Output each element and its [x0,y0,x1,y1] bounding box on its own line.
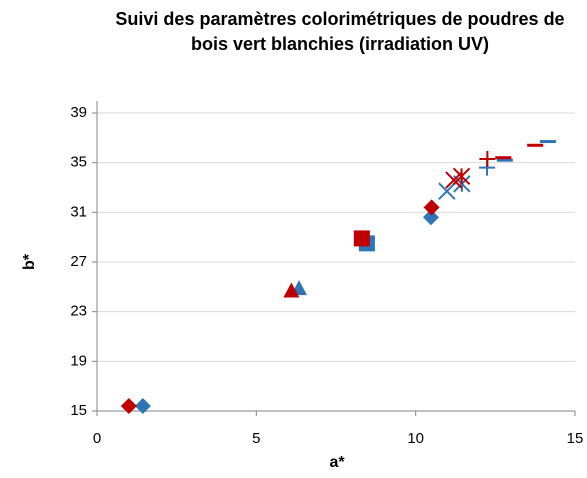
title-line: bois vert blanchies (irradiation UV) [191,34,489,54]
point [120,398,137,415]
point [539,140,556,144]
point [283,282,300,298]
title-line: Suivi des paramètres colorimétriques de … [115,9,564,29]
point [479,150,496,167]
point [353,230,370,247]
chart-title: Suivi des paramètres colorimétriques de … [115,9,564,54]
y-tick-label: 27 [70,253,87,270]
y-axis-label: b* [21,253,38,270]
point [495,156,512,160]
point [134,398,151,415]
point [422,209,439,226]
x-tick-label: 10 [407,430,424,447]
point [496,158,513,162]
y-tick-label: 15 [70,402,87,419]
y-tick-label: 23 [70,303,87,320]
point [452,167,471,186]
point [438,182,456,200]
point [527,143,544,147]
x-tick-label: 15 [567,430,584,447]
x-tick-label: 5 [252,430,260,447]
y-tick-label: 39 [70,104,87,121]
point [423,199,440,216]
y-tick-label: 31 [70,203,87,220]
x-axis-label: a* [329,454,345,471]
y-tick-label: 19 [70,352,87,369]
x-tick-label: 0 [93,430,101,447]
y-tick-label: 35 [70,154,87,171]
